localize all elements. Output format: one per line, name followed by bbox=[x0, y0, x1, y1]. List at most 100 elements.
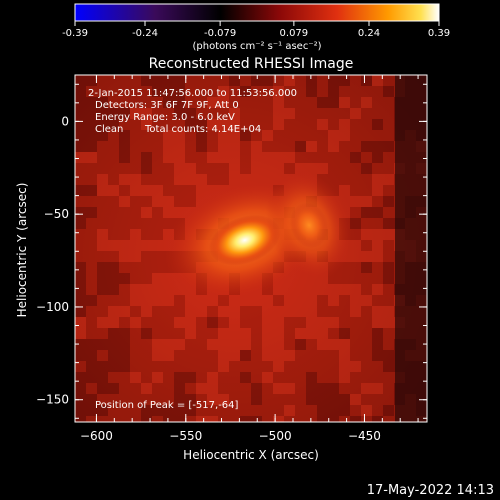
texture-cell bbox=[372, 141, 383, 152]
texture-cell bbox=[328, 273, 339, 284]
texture-cell bbox=[361, 262, 372, 273]
texture-cell bbox=[328, 75, 339, 86]
texture-cell bbox=[86, 262, 97, 273]
texture-cell bbox=[185, 185, 196, 196]
texture-cell bbox=[350, 130, 361, 141]
texture-cell bbox=[196, 86, 207, 97]
texture-cell bbox=[361, 416, 372, 422]
colorbar bbox=[74, 3, 440, 22]
texture-cell bbox=[339, 130, 350, 141]
texture-cell bbox=[262, 75, 273, 86]
texture-cell bbox=[141, 383, 152, 394]
texture-cell bbox=[163, 229, 174, 240]
texture-cell bbox=[218, 372, 229, 383]
texture-cell bbox=[185, 86, 196, 97]
texture-cell bbox=[207, 152, 218, 163]
texture-cell bbox=[339, 119, 350, 130]
texture-cell bbox=[86, 372, 97, 383]
texture-cell bbox=[152, 108, 163, 119]
texture-cell bbox=[86, 174, 97, 185]
texture-cell bbox=[196, 383, 207, 394]
texture-cell bbox=[207, 75, 218, 86]
y-tick-label: −50 bbox=[44, 207, 69, 221]
texture-cell bbox=[152, 141, 163, 152]
texture-cell bbox=[372, 383, 383, 394]
texture-cell bbox=[119, 394, 130, 405]
texture-cell bbox=[130, 86, 141, 97]
texture-cell bbox=[372, 372, 383, 383]
texture-cell bbox=[75, 207, 86, 218]
texture-cell bbox=[97, 306, 108, 317]
x-axis-label: Heliocentric X (arcsec) bbox=[183, 448, 319, 462]
texture-cell bbox=[229, 108, 240, 119]
texture-cell bbox=[361, 185, 372, 196]
texture-cell bbox=[174, 416, 185, 422]
texture-cell bbox=[196, 185, 207, 196]
texture-cell bbox=[229, 141, 240, 152]
texture-cell bbox=[207, 383, 218, 394]
texture-cell bbox=[350, 86, 361, 97]
texture-cell bbox=[229, 383, 240, 394]
texture-cell bbox=[317, 394, 328, 405]
texture-cell bbox=[75, 339, 86, 350]
texture-cell bbox=[229, 328, 240, 339]
texture-cell bbox=[240, 108, 251, 119]
texture-cell bbox=[163, 306, 174, 317]
texture-cell bbox=[328, 152, 339, 163]
texture-cell bbox=[339, 97, 350, 108]
texture-cell bbox=[383, 130, 394, 141]
texture-cell bbox=[262, 394, 273, 405]
texture-cell bbox=[328, 416, 339, 422]
annotation-energy: Energy Range: 3.0 - 6.0 keV bbox=[95, 112, 235, 123]
texture-cell bbox=[207, 130, 218, 141]
texture-cell bbox=[130, 295, 141, 306]
texture-cell bbox=[108, 273, 119, 284]
texture-cell bbox=[141, 405, 152, 416]
texture-cell bbox=[273, 383, 284, 394]
texture-cell bbox=[295, 97, 306, 108]
colorbar-tick-label: -0.39 bbox=[62, 28, 88, 39]
texture-cell bbox=[97, 416, 108, 422]
texture-cell bbox=[130, 273, 141, 284]
texture-cell bbox=[383, 141, 394, 152]
x-tick-label: −500 bbox=[259, 429, 292, 443]
texture-cell bbox=[361, 394, 372, 405]
texture-cell bbox=[97, 262, 108, 273]
texture-cell bbox=[361, 251, 372, 262]
texture-cell bbox=[119, 196, 130, 207]
texture-cell bbox=[141, 86, 152, 97]
texture-cell bbox=[383, 75, 394, 86]
texture-cell bbox=[229, 130, 240, 141]
texture-cell bbox=[372, 152, 383, 163]
texture-cell bbox=[207, 372, 218, 383]
texture-cell bbox=[361, 350, 372, 361]
texture-cell bbox=[273, 75, 284, 86]
texture-cell bbox=[251, 130, 262, 141]
texture-cell bbox=[350, 405, 361, 416]
texture-cell bbox=[339, 196, 350, 207]
texture-cell bbox=[185, 372, 196, 383]
texture-cell bbox=[108, 97, 119, 108]
texture-cell bbox=[361, 130, 372, 141]
texture-cell bbox=[273, 108, 284, 119]
texture-cell bbox=[350, 185, 361, 196]
texture-cell bbox=[163, 328, 174, 339]
texture-cell bbox=[295, 383, 306, 394]
texture-cell bbox=[383, 251, 394, 262]
texture-cell bbox=[306, 383, 317, 394]
texture-cell bbox=[251, 372, 262, 383]
texture-cell bbox=[196, 394, 207, 405]
texture-cell bbox=[361, 97, 372, 108]
texture-cell bbox=[163, 196, 174, 207]
texture-cell bbox=[119, 306, 130, 317]
texture-cell bbox=[339, 405, 350, 416]
texture-cell bbox=[273, 86, 284, 97]
texture-cell bbox=[328, 394, 339, 405]
texture-cell bbox=[295, 141, 306, 152]
texture-cell bbox=[163, 75, 174, 86]
texture-cell bbox=[240, 416, 251, 422]
texture-cell bbox=[174, 86, 185, 97]
texture-cell bbox=[295, 361, 306, 372]
texture-cell bbox=[185, 119, 196, 130]
